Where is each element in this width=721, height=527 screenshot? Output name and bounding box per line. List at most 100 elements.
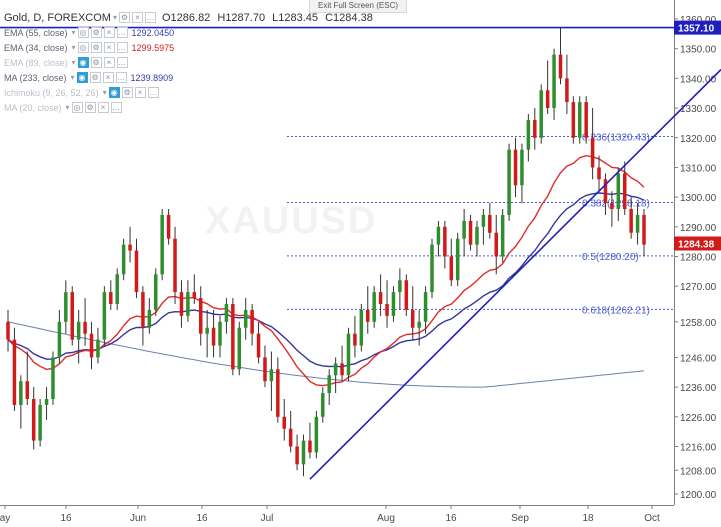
eye-icon[interactable]: ◎ bbox=[71, 102, 83, 113]
candle-body bbox=[166, 214, 171, 239]
candle-body bbox=[597, 167, 601, 180]
gear-icon[interactable]: ⚙ bbox=[89, 72, 101, 83]
more-icon[interactable]: … bbox=[144, 12, 156, 23]
indicator-name[interactable]: EMA (89, close) bbox=[4, 57, 68, 68]
price-tick-label: 1208.00 bbox=[680, 466, 717, 477]
indicator-name[interactable]: EMA (34, close) bbox=[4, 42, 68, 53]
indicator-name[interactable]: MA (20, close) bbox=[4, 102, 62, 113]
chevron-down-icon[interactable]: ▾ bbox=[71, 58, 76, 67]
more-icon[interactable]: … bbox=[147, 87, 159, 98]
fib-level-label: 0.236(1320.43) bbox=[582, 132, 650, 143]
candle-body bbox=[6, 321, 10, 340]
candle-body bbox=[385, 304, 389, 316]
price-tick-label: 1330.00 bbox=[680, 104, 717, 115]
candle-body bbox=[462, 220, 466, 239]
candle-body bbox=[276, 369, 280, 417]
close-icon[interactable]: × bbox=[134, 87, 146, 98]
more-icon[interactable]: … bbox=[110, 102, 122, 113]
indicator-value: 1292.0450 bbox=[131, 27, 175, 38]
more-icon[interactable]: … bbox=[116, 27, 128, 38]
candle-body bbox=[629, 209, 633, 233]
eye-icon[interactable]: ◉ bbox=[76, 72, 88, 83]
eye-icon[interactable]: ◉ bbox=[77, 57, 89, 68]
candle-body bbox=[121, 244, 126, 275]
last-price-badge: 1284.38 bbox=[678, 239, 715, 250]
candle-body bbox=[622, 173, 627, 209]
chevron-down-icon[interactable]: ▾ bbox=[65, 103, 70, 112]
indicator-name[interactable]: EMA (55, close) bbox=[4, 27, 68, 38]
candle-body bbox=[391, 292, 396, 316]
chevron-down-icon[interactable]: ▾ bbox=[71, 28, 76, 37]
indicator-name[interactable]: MA (233, close) bbox=[4, 72, 67, 83]
time-tick-label: ay bbox=[0, 513, 10, 524]
candle-body bbox=[545, 90, 550, 109]
indicator-row[interactable]: MA (20, close) ▾ ◎ ⚙ ×… bbox=[4, 100, 377, 115]
close-icon[interactable]: × bbox=[103, 42, 115, 53]
ema-34-line[interactable] bbox=[7, 154, 645, 387]
fib-level-label: 0.5(1280.20) bbox=[582, 252, 639, 263]
candle-body bbox=[327, 375, 331, 394]
chevron-down-icon[interactable]: ▾ bbox=[70, 73, 75, 82]
time-tick-label: Aug bbox=[377, 513, 395, 524]
indicator-row[interactable]: EMA (89, close) ▾ ◉ ⚙ ×… bbox=[4, 55, 377, 70]
chevron-down-icon[interactable]: ▾ bbox=[71, 43, 76, 52]
candle-body bbox=[31, 399, 36, 441]
candle-body bbox=[359, 309, 364, 346]
price-tick-label: 1310.00 bbox=[680, 163, 717, 174]
indicator-row[interactable]: MA (233, close) ▾ ◉ ⚙ ×… 1239.8909 bbox=[4, 70, 377, 85]
eye-icon[interactable]: ◎ bbox=[77, 27, 89, 38]
indicator-row[interactable]: EMA (34, close) ▾ ◎ ⚙ ×… 1299.5975 bbox=[4, 40, 377, 55]
candle-body bbox=[115, 274, 119, 304]
ema-55-line[interactable] bbox=[7, 192, 645, 368]
candle-body bbox=[610, 203, 614, 209]
candle-body bbox=[179, 292, 184, 316]
indicator-row[interactable]: EMA (55, close) ▾ ◎ ⚙ ×… 1292.0450 bbox=[4, 25, 377, 40]
symbol-title[interactable]: Gold, D, FOREXCOM bbox=[4, 11, 111, 24]
open-value: O1286.82 bbox=[161, 11, 211, 24]
candle-body bbox=[83, 321, 87, 334]
candle-body bbox=[366, 309, 370, 322]
gear-icon[interactable]: ⚙ bbox=[121, 87, 133, 98]
eye-icon[interactable]: ◉ bbox=[108, 87, 120, 98]
chevron-down-icon[interactable]: ▾ bbox=[102, 88, 107, 97]
candle-body bbox=[141, 292, 145, 328]
more-icon[interactable]: … bbox=[116, 57, 128, 68]
gear-icon[interactable]: ⚙ bbox=[84, 102, 96, 113]
candle-body bbox=[134, 250, 139, 293]
candle-body bbox=[372, 292, 376, 322]
close-icon[interactable]: × bbox=[103, 57, 115, 68]
candle-body bbox=[44, 399, 49, 405]
price-tick-label: 1200.00 bbox=[680, 490, 717, 501]
close-icon[interactable]: × bbox=[102, 72, 114, 83]
candle-body bbox=[507, 149, 511, 215]
more-icon[interactable]: … bbox=[115, 72, 127, 83]
gear-icon[interactable]: ⚙ bbox=[90, 57, 102, 68]
plot-background[interactable] bbox=[0, 0, 674, 505]
exit-fullscreen-button[interactable]: Exit Full Screen (ESC) bbox=[309, 0, 407, 13]
candle-body bbox=[314, 416, 319, 453]
symbol-dropdown-icon[interactable]: ▾ bbox=[112, 13, 117, 22]
ma-233-line[interactable] bbox=[7, 321, 645, 388]
candle-body bbox=[443, 226, 447, 257]
high-value: H1287.70 bbox=[217, 11, 266, 24]
close-icon[interactable]: × bbox=[103, 27, 115, 38]
gear-icon[interactable]: ⚙ bbox=[90, 42, 102, 53]
settings-icon[interactable]: ⚙ bbox=[118, 12, 130, 23]
candle-body bbox=[603, 179, 608, 204]
indicator-row[interactable]: Ichimoku (9, 26, 52, 26) ▾ ◉ ⚙ ×… bbox=[4, 85, 377, 100]
close-icon[interactable]: × bbox=[131, 12, 143, 23]
gear-icon[interactable]: ⚙ bbox=[90, 27, 102, 38]
candle-body bbox=[250, 309, 254, 334]
close-icon[interactable]: × bbox=[97, 102, 109, 113]
eye-icon[interactable]: ◎ bbox=[77, 42, 89, 53]
candle-body bbox=[224, 304, 229, 322]
candle-body bbox=[616, 173, 621, 209]
indicator-name[interactable]: Ichimoku (9, 26, 52, 26) bbox=[4, 87, 99, 98]
uptrend-line[interactable] bbox=[309, 68, 721, 480]
candle-body bbox=[468, 220, 473, 245]
candle-body bbox=[346, 333, 351, 376]
candle-body bbox=[398, 280, 402, 293]
more-icon[interactable]: … bbox=[116, 42, 128, 53]
